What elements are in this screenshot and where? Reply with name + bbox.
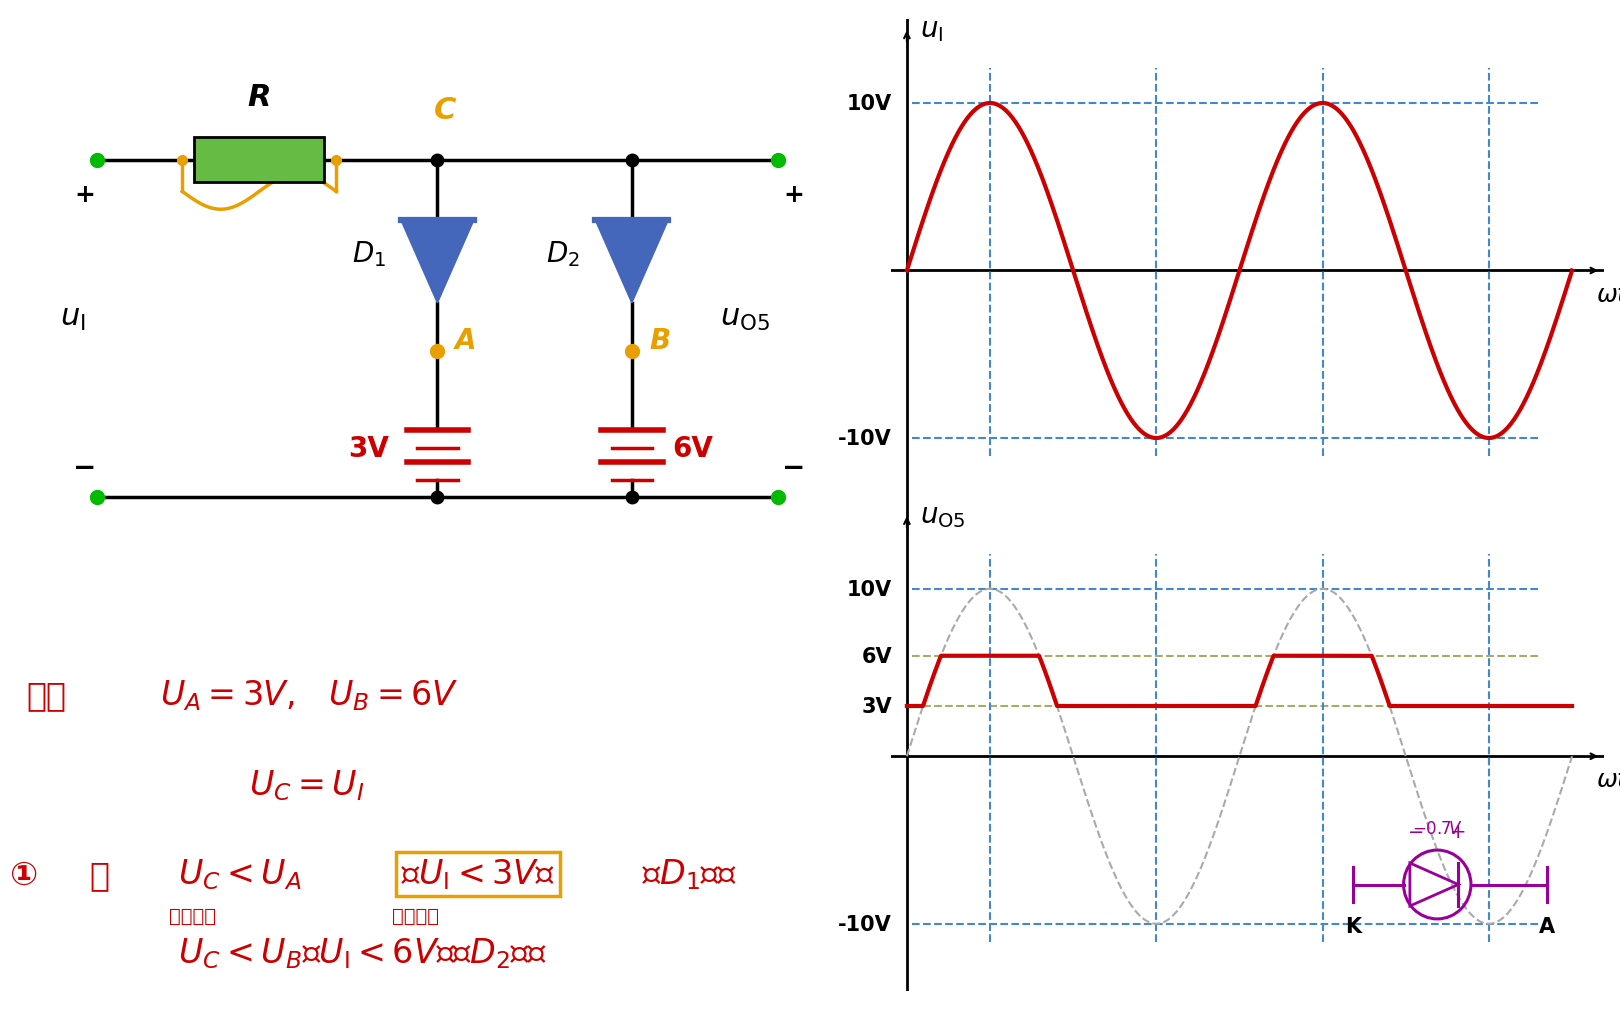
- Text: -10V: -10V: [838, 429, 893, 449]
- Text: −: −: [1408, 822, 1424, 841]
- Text: −: −: [782, 454, 805, 481]
- Bar: [194, 139, 324, 183]
- Text: 6V: 6V: [672, 435, 713, 462]
- Text: 当: 当: [89, 858, 109, 891]
- Text: $-0.7V$: $-0.7V$: [1413, 819, 1463, 837]
- Text: A: A: [455, 327, 476, 354]
- Text: −: −: [73, 454, 97, 481]
- Polygon shape: [596, 220, 667, 303]
- Text: 6V: 6V: [862, 646, 893, 666]
- Text: B: B: [650, 327, 671, 354]
- Text: $D_2$: $D_2$: [546, 240, 580, 269]
- Text: $\omega t$: $\omega t$: [1596, 282, 1620, 306]
- Text: $D_1$: $D_1$: [352, 240, 386, 269]
- Text: +: +: [75, 183, 96, 206]
- Text: $u_{\rm I}$: $u_{\rm I}$: [920, 16, 943, 43]
- Text: A: A: [1539, 916, 1555, 936]
- Text: R: R: [248, 83, 271, 112]
- Text: -10V: -10V: [838, 914, 893, 934]
- Text: $u_{\rm I}$: $u_{\rm I}$: [60, 304, 86, 333]
- Text: +: +: [1450, 822, 1466, 841]
- Text: +: +: [784, 183, 804, 206]
- Text: C: C: [434, 96, 457, 125]
- Text: $U_A = 3V$,   $U_B = 6V$: $U_A = 3V$, $U_B = 6V$: [160, 677, 458, 712]
- Text: 3V: 3V: [348, 435, 389, 462]
- Text: （$U_{\rm I}$$<$$3V$）: （$U_{\rm I}$$<$$3V$）: [402, 857, 554, 892]
- Text: 析：: 析：: [28, 678, 66, 712]
- Text: （阳极）: （阳极）: [392, 906, 439, 925]
- Text: $U_C < U_B$（$U_{\rm I}$$<$$6V$），$D_2$截止: $U_C < U_B$（$U_{\rm I}$$<$$6V$），$D_2$截止: [178, 935, 548, 971]
- Text: $\omega t$: $\omega t$: [1596, 767, 1620, 792]
- Text: $u_{\rm O5}$: $u_{\rm O5}$: [920, 501, 966, 529]
- Polygon shape: [402, 220, 473, 303]
- Text: K: K: [1345, 916, 1361, 936]
- Text: 10V: 10V: [847, 579, 893, 600]
- Text: $U_C < U_A$: $U_C < U_A$: [178, 857, 301, 892]
- Text: 3V: 3V: [862, 697, 893, 717]
- Text: 10V: 10V: [847, 94, 893, 114]
- Text: $U_C = U_I$: $U_C = U_I$: [249, 767, 364, 802]
- Text: $u_{\rm O5}$: $u_{\rm O5}$: [721, 304, 769, 333]
- Text: ，$D_1$导通: ，$D_1$导通: [642, 857, 737, 892]
- Text: （阳极）: （阳极）: [170, 906, 217, 925]
- Text: ①: ①: [10, 858, 37, 891]
